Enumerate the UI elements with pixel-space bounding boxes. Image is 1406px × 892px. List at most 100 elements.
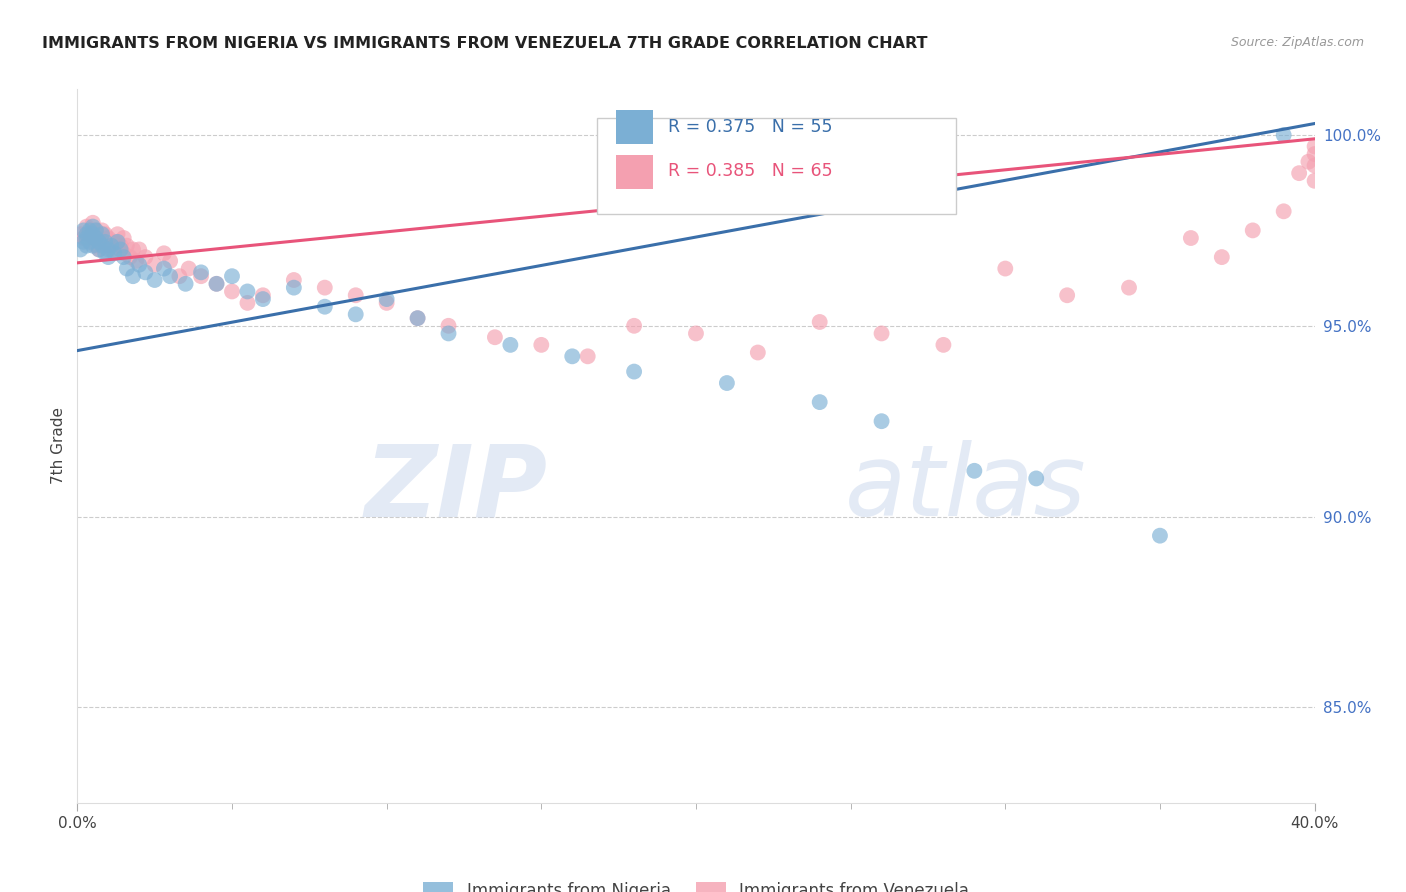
Point xyxy=(112,246,135,260)
Point xyxy=(82,238,104,252)
Point xyxy=(97,250,120,264)
Point xyxy=(169,269,191,284)
Point xyxy=(107,227,129,242)
Point xyxy=(484,330,506,344)
Point xyxy=(808,315,831,329)
Point xyxy=(159,254,181,268)
Point xyxy=(79,235,101,249)
Point xyxy=(716,376,738,390)
Point xyxy=(236,296,259,310)
Point xyxy=(128,258,150,272)
Point xyxy=(1298,154,1320,169)
Point xyxy=(76,219,98,234)
Point xyxy=(97,238,120,252)
Point xyxy=(84,231,107,245)
Point xyxy=(94,235,117,249)
Point xyxy=(79,223,101,237)
Text: IMMIGRANTS FROM NIGERIA VS IMMIGRANTS FROM VENEZUELA 7TH GRADE CORRELATION CHART: IMMIGRANTS FROM NIGERIA VS IMMIGRANTS FR… xyxy=(42,36,928,51)
Point xyxy=(110,238,132,252)
Point xyxy=(870,326,893,341)
Point xyxy=(103,246,125,260)
Point xyxy=(115,238,138,252)
Point xyxy=(1180,231,1202,245)
Point xyxy=(344,288,367,302)
Point xyxy=(576,349,599,363)
Point xyxy=(314,280,336,294)
Point xyxy=(122,243,145,257)
Text: R = 0.375   N = 55: R = 0.375 N = 55 xyxy=(668,118,832,136)
Point xyxy=(94,227,117,242)
Text: ZIP: ZIP xyxy=(364,441,547,537)
Point xyxy=(375,296,398,310)
Point xyxy=(1288,166,1310,180)
Point xyxy=(87,231,110,245)
Point xyxy=(530,338,553,352)
Point xyxy=(808,395,831,409)
Point xyxy=(97,231,120,245)
Point xyxy=(103,235,125,249)
Point xyxy=(87,243,110,257)
Point xyxy=(91,238,114,252)
Point xyxy=(406,311,429,326)
Point xyxy=(1303,174,1326,188)
FancyBboxPatch shape xyxy=(598,118,956,214)
Point xyxy=(963,464,986,478)
Point xyxy=(375,292,398,306)
Point xyxy=(1303,147,1326,161)
Point xyxy=(112,250,135,264)
Point xyxy=(1149,529,1171,543)
Point xyxy=(100,243,122,257)
Point xyxy=(128,243,150,257)
Point xyxy=(122,269,145,284)
Point xyxy=(252,292,274,306)
Y-axis label: 7th Grade: 7th Grade xyxy=(51,408,66,484)
Point xyxy=(76,238,98,252)
Point xyxy=(110,243,132,257)
Text: atlas: atlas xyxy=(845,441,1085,537)
Point xyxy=(153,261,176,276)
Point xyxy=(406,311,429,326)
Point xyxy=(143,273,166,287)
Point xyxy=(1272,128,1295,142)
Point xyxy=(143,258,166,272)
Point xyxy=(190,269,212,284)
Point xyxy=(190,265,212,279)
Point xyxy=(177,261,200,276)
Point xyxy=(82,216,104,230)
Point xyxy=(283,273,305,287)
Point xyxy=(125,254,148,268)
Point xyxy=(283,280,305,294)
Point xyxy=(76,227,98,242)
Point xyxy=(97,243,120,257)
Point xyxy=(221,269,243,284)
Point xyxy=(159,269,181,284)
Point xyxy=(118,250,141,264)
Point xyxy=(252,288,274,302)
Point xyxy=(107,235,129,249)
Point xyxy=(344,307,367,321)
Point xyxy=(153,246,176,260)
Point xyxy=(236,285,259,299)
Point xyxy=(1211,250,1233,264)
Point xyxy=(221,285,243,299)
Point xyxy=(91,227,114,242)
Point xyxy=(69,227,91,242)
Point xyxy=(1303,159,1326,173)
Point xyxy=(100,238,122,252)
Point xyxy=(82,227,104,242)
FancyBboxPatch shape xyxy=(616,155,652,189)
Point xyxy=(1118,280,1140,294)
Point xyxy=(79,227,101,242)
Point xyxy=(84,223,107,237)
Point xyxy=(84,223,107,237)
Legend: Immigrants from Nigeria, Immigrants from Venezuela: Immigrants from Nigeria, Immigrants from… xyxy=(416,875,976,892)
Point xyxy=(82,231,104,245)
Point xyxy=(994,261,1017,276)
Point xyxy=(72,235,94,249)
Point xyxy=(91,235,114,249)
Point xyxy=(932,338,955,352)
Point xyxy=(87,235,110,249)
Point xyxy=(1303,139,1326,153)
Point xyxy=(69,243,91,257)
Point xyxy=(91,223,114,237)
